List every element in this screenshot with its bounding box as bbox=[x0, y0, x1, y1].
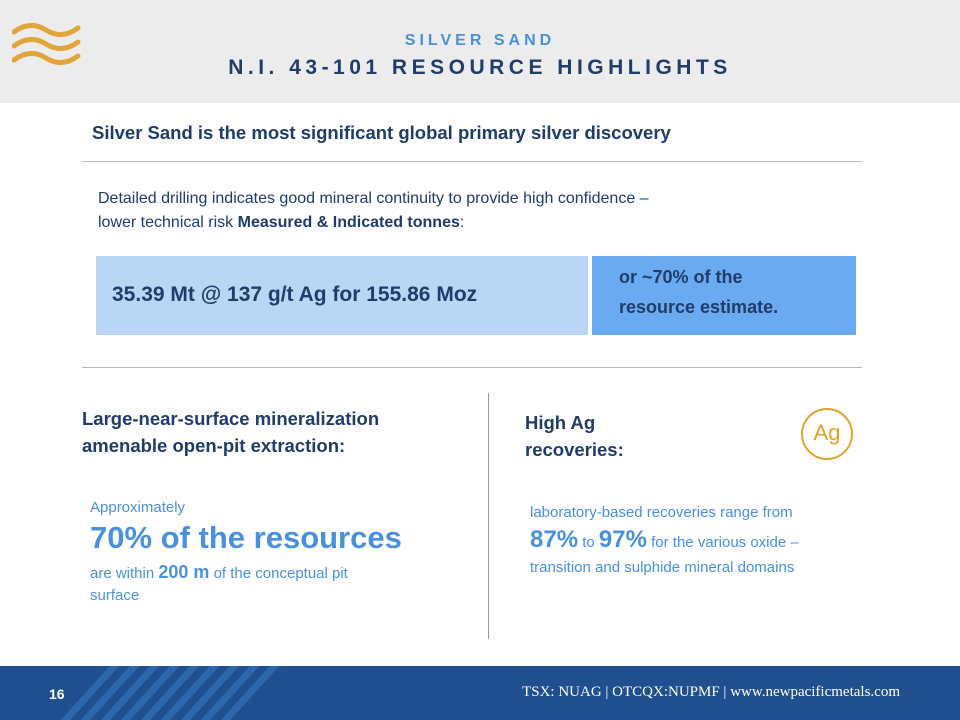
left-heading-line-2: amenable open-pit extraction: bbox=[82, 435, 346, 456]
divider-mid bbox=[82, 367, 862, 368]
footer-ticker: TSX: NUAG | OTCQX:NUPMF | www.newpacific… bbox=[522, 684, 900, 700]
ag-element-icon: Ag bbox=[801, 408, 853, 460]
left-approx: Approximately bbox=[90, 499, 186, 516]
intro-line-1: Detailed drilling indicates good mineral… bbox=[98, 190, 649, 207]
header-band: SILVER SAND N.I. 43-101 RESOURCE HIGHLIG… bbox=[0, 0, 960, 103]
slide-title: N.I. 43-101 RESOURCE HIGHLIGHTS bbox=[228, 56, 732, 79]
recovery-to: to bbox=[578, 534, 599, 551]
left-within-line-2: surface bbox=[90, 587, 140, 604]
left-heading-line-1: Large-near-surface mineralization bbox=[82, 408, 380, 429]
highlight-box-main: 35.39 Mt @ 137 g/t Ag for 155.86 Moz bbox=[96, 256, 588, 335]
footer-band: 16 TSX: NUAG | OTCQX:NUPMF | www.newpaci… bbox=[0, 666, 960, 720]
slide-eyebrow: SILVER SAND bbox=[404, 32, 556, 49]
left-heading: Large-near-surface mineralization amenab… bbox=[82, 405, 379, 459]
right-heading: High Ag recoveries: bbox=[525, 409, 624, 463]
column-divider bbox=[488, 393, 489, 639]
highlight-main-text: 35.39 Mt @ 137 g/t Ag for 155.86 Moz bbox=[112, 283, 478, 306]
intro-line-2-suffix: : bbox=[459, 214, 465, 231]
recovery-low-value: 87% bbox=[530, 526, 579, 553]
intro-paragraph: Detailed drilling indicates good mineral… bbox=[98, 187, 838, 235]
left-within-suffix: of the conceptual pit bbox=[209, 565, 348, 582]
right-line-2-suffix: for the various oxide – bbox=[646, 534, 799, 551]
footer-stripes bbox=[60, 666, 280, 720]
right-line-3: transition and sulphide mineral domains bbox=[530, 559, 795, 576]
highlight-side-line-2: resource estimate. bbox=[619, 297, 779, 317]
highlight-side-line-1: or ~70% of the bbox=[619, 267, 743, 287]
wave-logo-icon bbox=[12, 23, 81, 65]
left-big-stat: 70% of the resources bbox=[90, 520, 402, 555]
page-number: 16 bbox=[49, 686, 65, 702]
right-heading-line-2: recoveries: bbox=[525, 439, 624, 460]
left-within-prefix: are within bbox=[90, 565, 159, 582]
intro-line-2-prefix: lower technical risk bbox=[98, 214, 238, 231]
right-line-2: 87% to 97% for the various oxide – bbox=[530, 526, 799, 554]
highlight-box-side: or ~70% of the resource estimate. bbox=[592, 256, 856, 335]
divider-top bbox=[82, 161, 862, 162]
left-within-value: 200 m bbox=[158, 562, 210, 582]
recovery-high-value: 97% bbox=[598, 526, 647, 553]
right-heading-line-1: High Ag bbox=[525, 412, 596, 433]
left-within-line: are within 200 m of the conceptual pit bbox=[90, 562, 348, 583]
right-line-1: laboratory-based recoveries range from bbox=[530, 504, 793, 521]
intro-line-2-bold: Measured & Indicated tonnes bbox=[237, 214, 460, 231]
slide-subtitle: Silver Sand is the most significant glob… bbox=[92, 122, 671, 143]
